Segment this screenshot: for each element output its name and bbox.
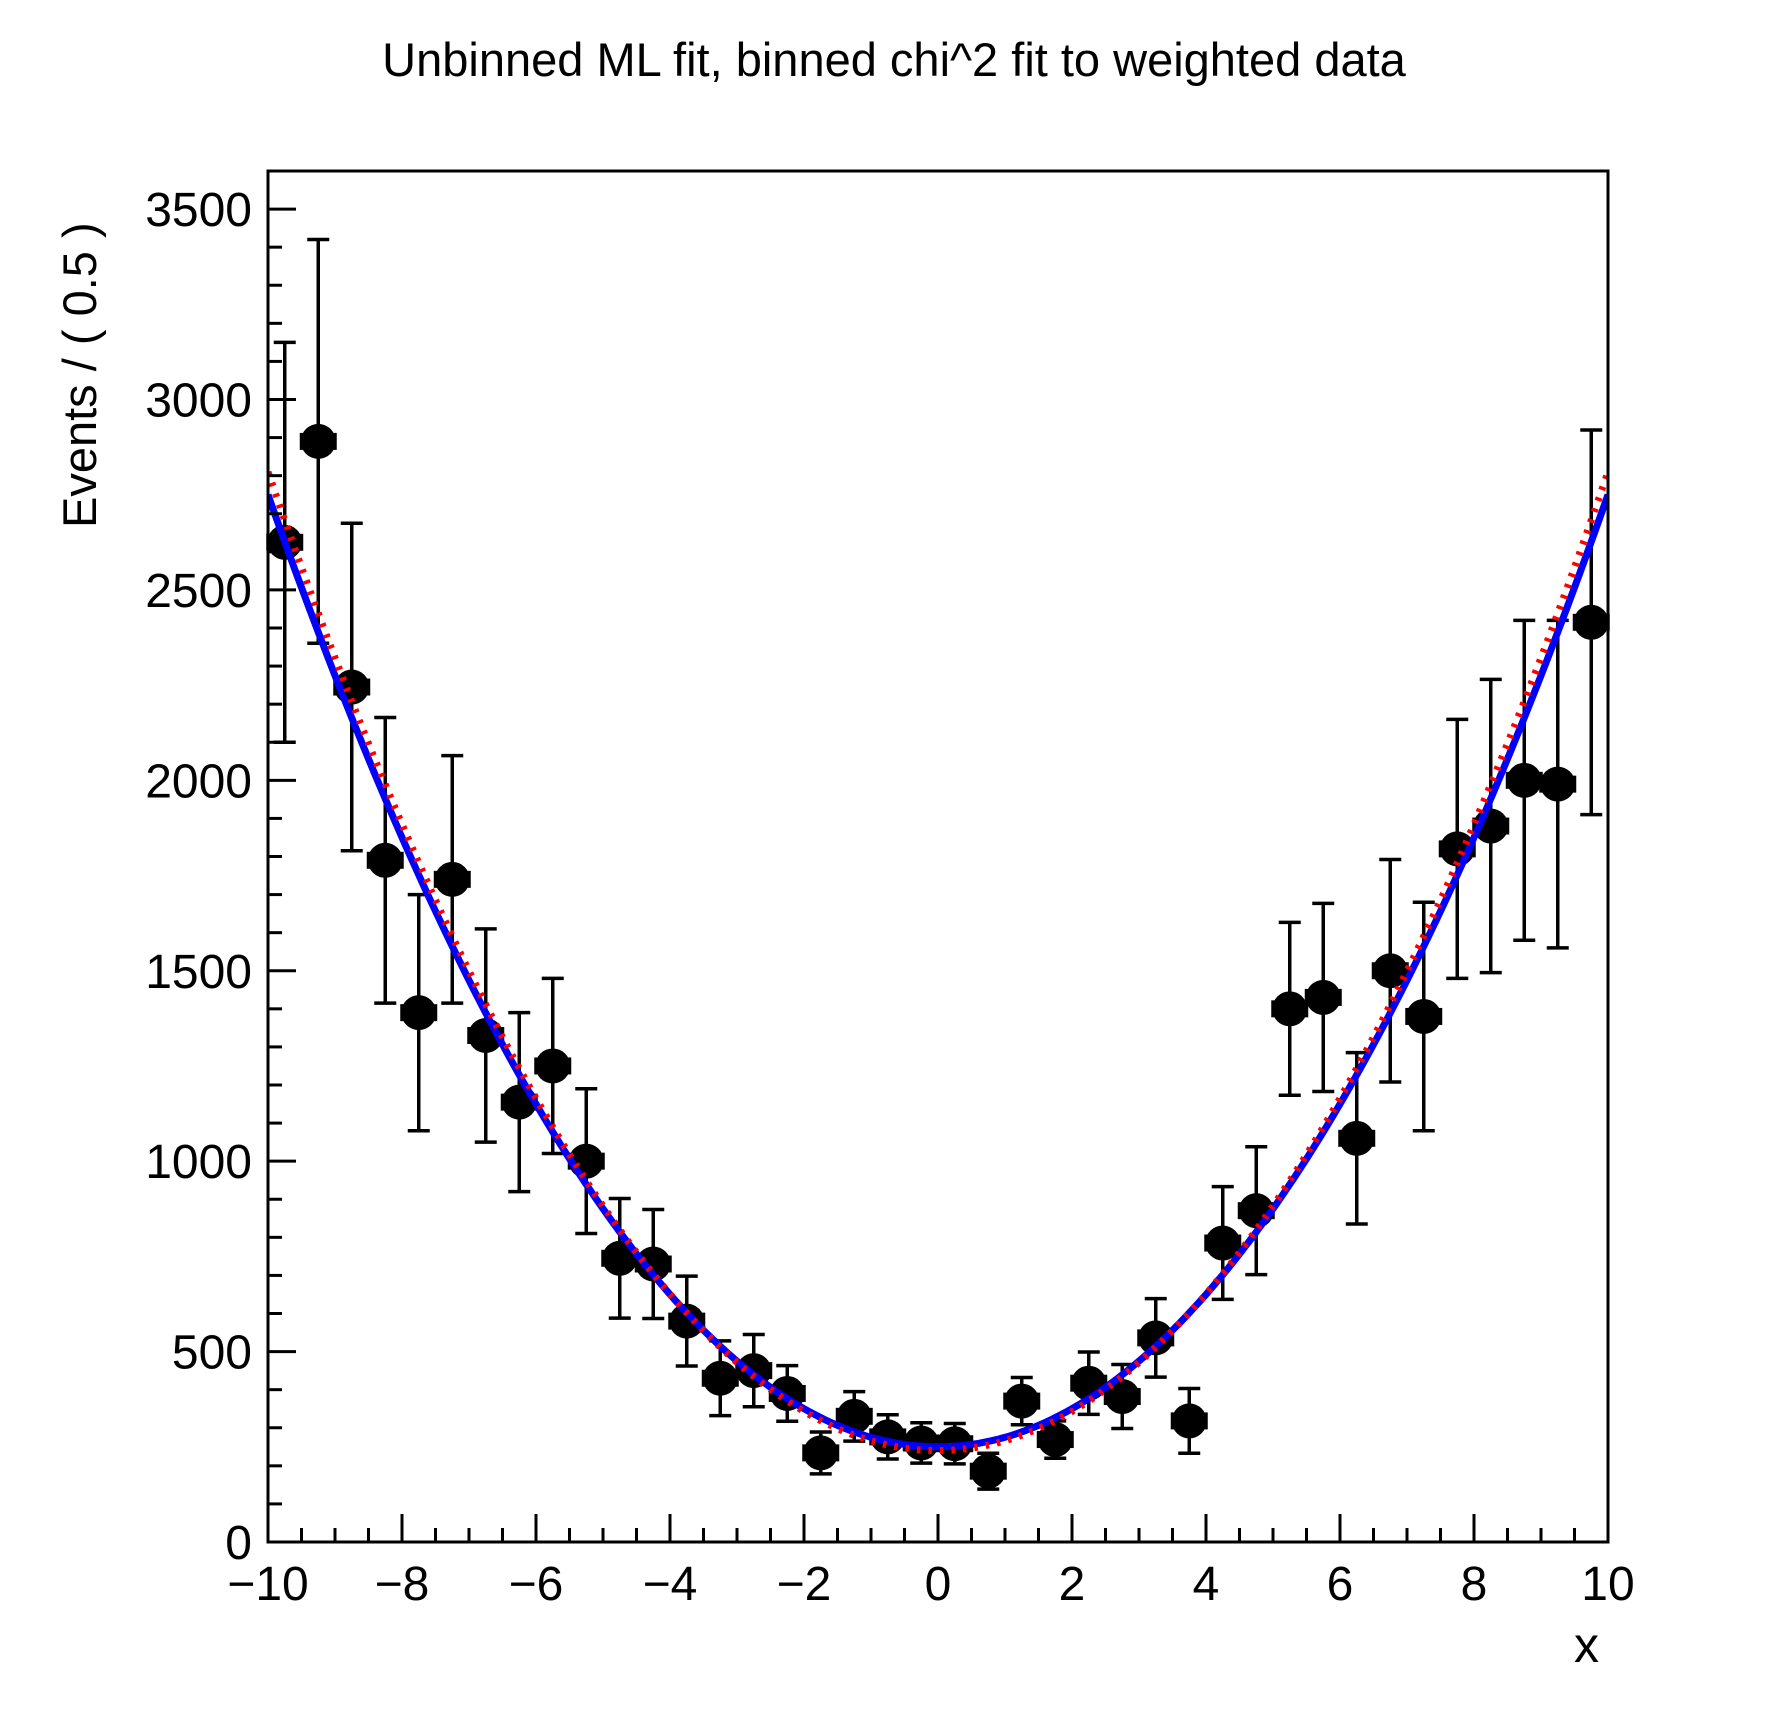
x-tick-label: 2	[1059, 1558, 1086, 1611]
data-point	[803, 1435, 839, 1471]
y-axis-ticks	[268, 169, 296, 1544]
data-point	[635, 1246, 671, 1282]
data-point	[367, 842, 403, 878]
y-tick-label: 1500	[145, 946, 252, 999]
data-point	[602, 1240, 638, 1276]
y-tick-label: 2500	[145, 565, 252, 618]
y-tick-label: 0	[225, 1517, 252, 1570]
data-point	[1540, 766, 1576, 802]
data-point	[1272, 991, 1308, 1027]
x-tick-label: −2	[777, 1558, 832, 1611]
x-tick-label: 6	[1327, 1558, 1354, 1611]
y-tick-labels: 0 500 1000 1500 2000 2500 3000 3500	[145, 184, 252, 1570]
data-point	[1339, 1120, 1375, 1156]
data-point	[1004, 1383, 1040, 1419]
data-point	[970, 1453, 1006, 1489]
x-tick-label: −8	[375, 1558, 430, 1611]
data-point	[1506, 762, 1542, 798]
error-bars	[266, 237, 1610, 1491]
plot-title: Unbinned ML fit, binned chi^2 fit to wei…	[382, 33, 1406, 86]
x-tick-label: 4	[1193, 1558, 1220, 1611]
x-tick-label: 10	[1581, 1558, 1634, 1611]
y-tick-label: 500	[172, 1327, 252, 1380]
data-point	[702, 1360, 738, 1396]
data-point	[1138, 1320, 1174, 1356]
data-point	[1372, 953, 1408, 989]
data-point	[434, 861, 470, 897]
data-point	[1037, 1422, 1073, 1458]
y-tick-label: 3000	[145, 375, 252, 428]
data-point	[1205, 1225, 1241, 1261]
binned-chi2-fit-curve	[268, 470, 1608, 1455]
data-points	[267, 423, 1609, 1489]
data-point	[401, 995, 437, 1031]
plot-frame	[266, 169, 1610, 1544]
x-tick-label: −10	[227, 1558, 308, 1611]
data-point	[1406, 998, 1442, 1034]
x-axis-ticks	[266, 1514, 1610, 1542]
data-point	[1171, 1403, 1207, 1439]
x-tick-labels: −10 −8 −6 −4 −2 0 2 4 6 8 10	[227, 1558, 1634, 1611]
y-tick-label: 2000	[145, 755, 252, 808]
unbinned-ml-fit-curve	[268, 493, 1608, 1451]
x-tick-label: 0	[925, 1558, 952, 1611]
x-tick-label: 8	[1461, 1558, 1488, 1611]
data-point	[535, 1048, 571, 1084]
data-point	[1305, 979, 1341, 1015]
data-point	[300, 423, 336, 459]
x-tick-label: −6	[509, 1558, 564, 1611]
y-tick-label: 1000	[145, 1136, 252, 1189]
data-point	[1573, 604, 1609, 640]
x-tick-label: −4	[643, 1558, 698, 1611]
x-axis-title: x	[1574, 1617, 1599, 1673]
data-point	[669, 1303, 705, 1339]
y-tick-label: 3500	[145, 184, 252, 237]
